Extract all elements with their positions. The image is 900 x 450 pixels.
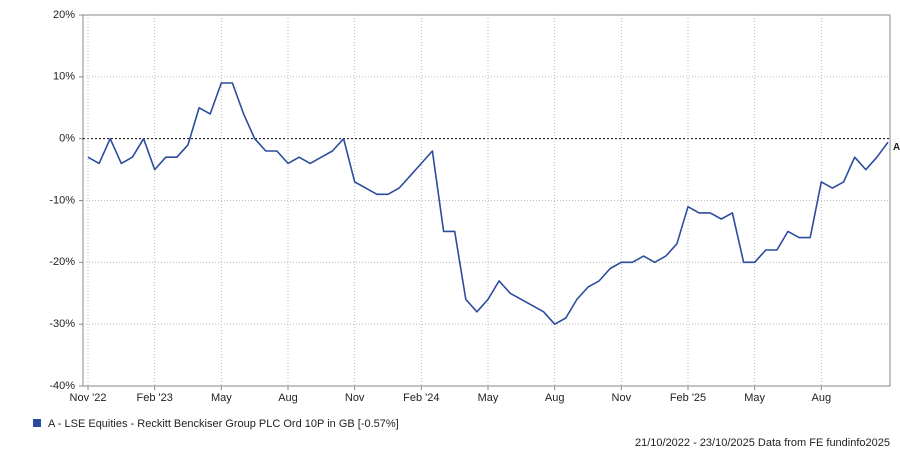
x-tick-label: Aug: [812, 392, 832, 404]
legend-label: A - LSE Equities - Reckitt Benckiser Gro…: [48, 418, 399, 430]
series-line: [87, 82, 889, 325]
y-tick-label: 10%: [53, 71, 75, 83]
x-tick-label: Aug: [278, 392, 298, 404]
y-tick-label: -30%: [49, 318, 75, 330]
x-tick-label: May: [478, 392, 499, 404]
plot-frame: [82, 14, 891, 387]
y-tick-label: -40%: [49, 380, 75, 392]
x-tick-label: Nov: [612, 392, 632, 404]
y-tick-label: 20%: [53, 9, 75, 21]
footer: 21/10/2022 - 23/10/2025 Data from FE fun…: [635, 437, 890, 449]
x-tick-label: Nov: [345, 392, 365, 404]
x-tick-label: May: [211, 392, 232, 404]
x-tick-label: Feb '24: [403, 392, 439, 404]
y-tick-label: 0%: [59, 133, 75, 145]
x-tick-label: Feb '23: [136, 392, 172, 404]
x-tick-label: Nov '22: [70, 392, 107, 404]
legend-swatch: [33, 419, 41, 427]
x-tick-label: Aug: [545, 392, 565, 404]
y-tick-label: -10%: [49, 194, 75, 206]
x-tick-label: Feb '25: [670, 392, 706, 404]
end-label: A: [893, 142, 900, 153]
y-tick-label: -20%: [49, 256, 75, 268]
x-tick-label: May: [744, 392, 765, 404]
